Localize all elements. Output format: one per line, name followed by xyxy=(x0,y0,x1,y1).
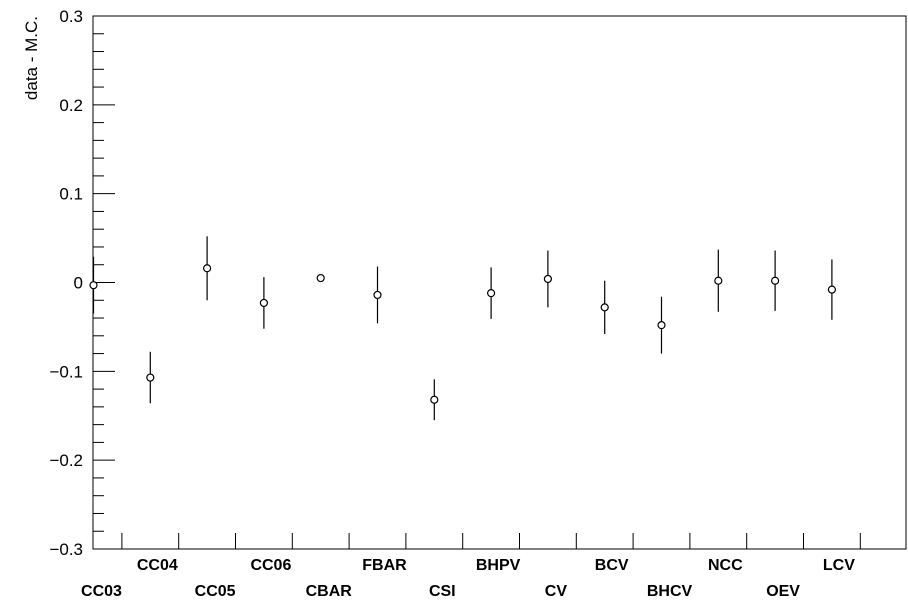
y-axis: −0.3 −0.2 −0.1 0 0.1 0.2 0.3 xyxy=(49,7,115,559)
x-tick-label: OEV xyxy=(766,583,800,600)
data-point xyxy=(430,395,439,404)
y-tick-label: 0.2 xyxy=(59,96,83,115)
y-tick-label: 0.1 xyxy=(59,185,83,204)
x-tick-label: CC06 xyxy=(250,557,291,574)
y-tick-label: −0.1 xyxy=(49,362,83,381)
data-point xyxy=(259,298,268,308)
data-point xyxy=(203,264,212,273)
x-tick-label: NCC xyxy=(708,557,743,574)
data-point xyxy=(714,276,723,285)
x-tick-label: FBAR xyxy=(362,557,407,574)
data-point xyxy=(827,285,837,294)
x-tick-label: CC03 xyxy=(81,583,122,600)
x-tick-label: CV xyxy=(545,583,568,600)
x-axis: CC03 CC04 CC05 CC06 CBAR FBAR CSI BHPV CV BCV BHCV… xyxy=(81,533,861,600)
plot-frame xyxy=(92,15,907,550)
data-point xyxy=(146,373,155,382)
y-tick-label: 0 xyxy=(74,274,83,293)
y-tick-label: −0.2 xyxy=(49,451,83,470)
data-point xyxy=(770,276,780,285)
data-point xyxy=(543,274,553,284)
y-tick-label: 0.3 xyxy=(59,7,83,26)
data-point xyxy=(89,281,98,290)
x-tick-label: BCV xyxy=(595,557,629,574)
y-tick-label: −0.3 xyxy=(49,540,83,559)
x-tick-label: BHCV xyxy=(647,583,693,600)
data-points xyxy=(89,236,837,421)
data-point xyxy=(600,303,609,312)
data-point xyxy=(316,273,325,283)
x-tick-label: BHPV xyxy=(476,557,521,574)
data-point xyxy=(487,289,496,298)
y-axis-label: data - M.C. xyxy=(22,16,41,100)
x-tick-label: LCV xyxy=(823,557,855,574)
x-tick-label: CC04 xyxy=(137,557,178,574)
data-point xyxy=(373,290,382,300)
x-tick-label: CBAR xyxy=(306,583,353,600)
x-tick-label: CC05 xyxy=(195,583,236,600)
x-tick-label: CSI xyxy=(429,583,456,600)
data-point xyxy=(657,321,666,330)
